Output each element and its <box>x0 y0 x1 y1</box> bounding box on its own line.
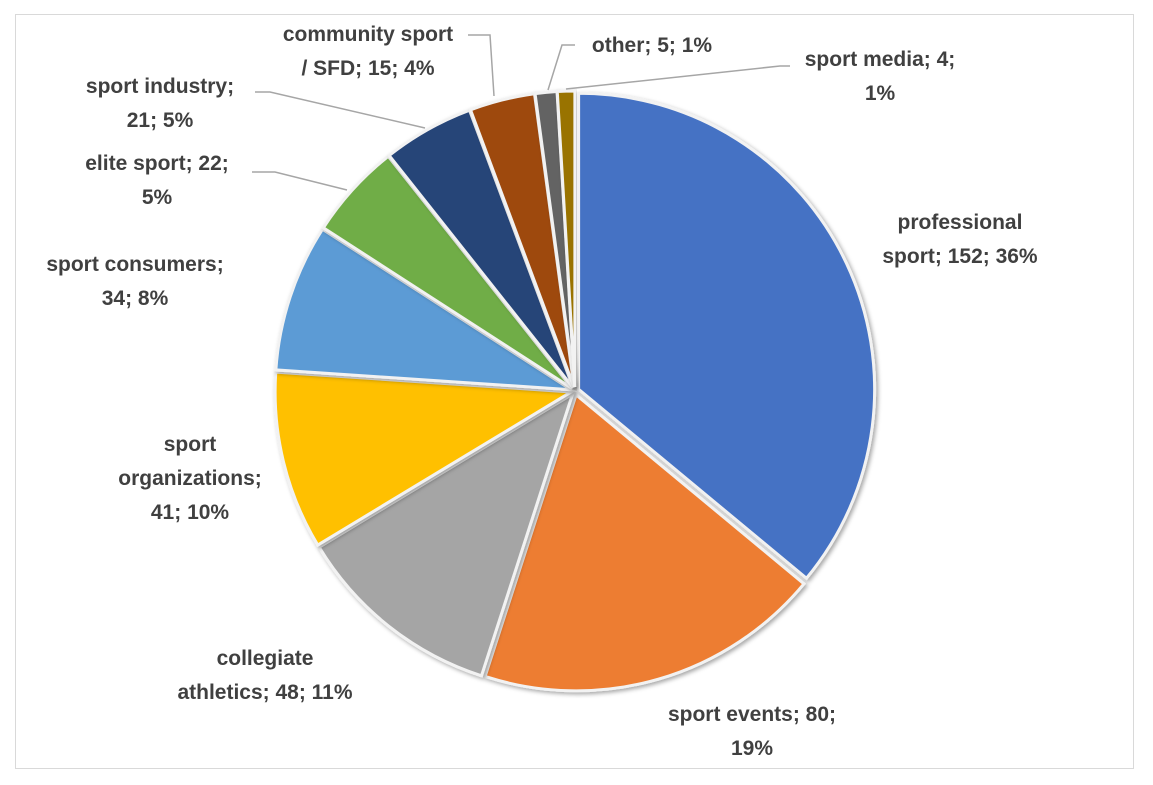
pie-slice-collegiate-athletics <box>317 390 576 678</box>
leader-line <box>565 65 790 90</box>
leader-line <box>468 34 495 97</box>
chart-frame <box>15 14 1134 769</box>
data-label-line: organizations; <box>118 467 262 490</box>
pie-slice-sport-consumers <box>274 227 577 392</box>
pie-slice-sport-media <box>555 89 577 388</box>
data-label-line: 19% <box>730 737 774 760</box>
data-label: sport organizations; 41; 10% <box>118 428 262 530</box>
data-label-line: professional <box>897 211 1023 234</box>
data-label-line: 5% <box>141 186 173 209</box>
data-label: collegiate athletics; 48; 11% <box>177 642 352 710</box>
data-label-line: sport; 152; 36% <box>882 245 1038 268</box>
data-label: elite sport; 22; 5% <box>85 147 229 215</box>
data-label: sport media; 4; 1% <box>805 43 956 111</box>
data-label-line: sport industry; <box>85 75 235 98</box>
data-label-line: elite sport; 22; <box>85 152 229 175</box>
data-label: sport consumers; 34; 8% <box>46 248 223 316</box>
data-label-line: other; 5; 1% <box>591 34 713 57</box>
leader-line <box>547 44 575 91</box>
data-label-line: sport media; 4; <box>804 48 956 71</box>
data-label: professional sport; 152; 36% <box>882 206 1037 274</box>
data-label-line: 21; 5% <box>126 109 194 132</box>
data-label-line: 41; 10% <box>150 501 230 524</box>
data-label-line: community sport <box>282 23 454 46</box>
pie-slice-sport-organizations <box>273 370 576 548</box>
data-label: other; 5; 1% <box>592 29 712 63</box>
data-label: sport industry; 21; 5% <box>86 70 234 138</box>
pie-slice-professional-sport <box>577 91 877 581</box>
data-label-line: athletics; 48; 11% <box>177 681 353 704</box>
data-label-line: sport <box>163 433 217 456</box>
data-label-line: sport events; 80; <box>667 703 837 726</box>
data-label: community sport / SFD; 15; 4% <box>283 18 453 86</box>
data-label-line: / SFD; 15; 4% <box>301 57 435 80</box>
leader-line <box>255 91 426 129</box>
data-label-line: 34; 8% <box>101 287 169 310</box>
leader-line <box>252 171 348 191</box>
data-label-line: sport consumers; <box>46 253 224 276</box>
data-label-line: collegiate <box>216 647 314 670</box>
data-label: sport events; 80; 19% <box>668 698 836 766</box>
data-label-line: 1% <box>864 82 896 105</box>
pie-slice-sport-events <box>483 392 807 693</box>
